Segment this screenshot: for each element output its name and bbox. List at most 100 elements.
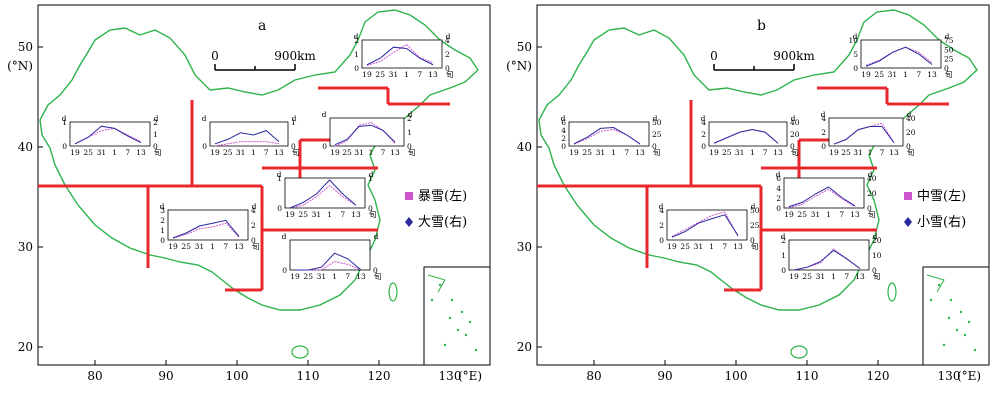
inset-left-unit: d [354, 32, 359, 41]
inset-left-unit: d [821, 110, 826, 119]
sea-island [929, 298, 933, 302]
x-axis-unit: (°E) [458, 369, 482, 383]
inset-x-unit: 旬 [446, 69, 454, 79]
inset-right-unit: d [446, 32, 451, 41]
inset-x-tick: 1 [327, 210, 332, 219]
series-right-line [833, 126, 895, 145]
legend-marker-diamond [405, 217, 413, 227]
inset-left-tick: 0 [853, 64, 858, 73]
series-left-line [214, 141, 280, 147]
series-left-line [573, 128, 641, 145]
x-tick-label: 110 [796, 369, 819, 383]
inset-right-tick: 1 [407, 128, 412, 137]
inset-x-unit: 旬 [868, 209, 876, 219]
south-china-sea-inset [922, 266, 990, 366]
country-border [538, 9, 978, 311]
sea-inset-frame [423, 266, 491, 366]
inset-left-tick: 6 [561, 118, 566, 127]
inset-x-tick: 13 [635, 148, 645, 157]
inset-x-tick: 7 [880, 148, 885, 157]
inset-right-unit: d [369, 170, 374, 179]
y-tick-label: 40 [18, 140, 33, 154]
series-right-line [214, 130, 280, 145]
series-right-line [172, 219, 240, 239]
inset-x-tick: 31 [389, 70, 399, 79]
inset-right-tick: 20 [790, 130, 800, 139]
legend-label: 小雪(右) [917, 215, 966, 230]
inset-right-tick: 0 [291, 142, 296, 151]
inset-right-unit: d [292, 114, 297, 123]
inset-right-tick: 1 [291, 118, 296, 127]
inset-x-tick: 31 [195, 242, 205, 251]
series-right-line [793, 249, 861, 271]
inset-right-unit: d [252, 202, 257, 211]
y-axis-unit: (°N) [506, 59, 532, 73]
inset-right-unit: d [868, 170, 873, 179]
inset-right-tick: 25 [652, 130, 662, 139]
inset-right-tick: 40 [906, 114, 916, 123]
inset-right-tick: 40 [867, 174, 877, 183]
sea-island [430, 298, 434, 302]
inset-right-tick: 40 [790, 118, 800, 127]
scale-bar: 0 900km [211, 49, 316, 71]
taiwan-island [887, 282, 897, 302]
inset-x-tick: 19 [667, 242, 677, 251]
inset-x-unit: 旬 [945, 69, 953, 79]
inset-left-tick: 10 [848, 36, 858, 45]
inset-x-tick: 13 [390, 148, 400, 157]
inset-x-tick: 31 [888, 70, 898, 79]
inset-right-tick: 0 [251, 236, 256, 245]
inset-x-unit: 旬 [791, 147, 799, 157]
inset-left-tick: 4 [561, 126, 566, 135]
inset-right-tick: 0 [867, 204, 872, 213]
legend-label: 暴雪(左) [418, 189, 467, 204]
inset-right-unit: d [408, 110, 413, 119]
inset-x-tick: 1 [750, 148, 755, 157]
inset-x-tick: 31 [354, 148, 364, 157]
inset-right-tick: 0 [750, 236, 755, 245]
inset-right-tick: 10 [872, 251, 882, 260]
inset-left-tick: 0 [821, 142, 826, 151]
inset-x-tick: 19 [789, 272, 799, 281]
inset-left-unit: d [202, 114, 207, 123]
panel-letter: a [258, 18, 266, 34]
series-right-line [74, 125, 142, 145]
x-tick-label: 120 [368, 369, 391, 383]
inset-right-tick: 25 [750, 221, 760, 230]
inset-x-tick: 19 [285, 210, 295, 219]
y-tick-label: 20 [18, 340, 33, 354]
inset-left-tick: 0 [561, 142, 566, 151]
inset-right-tick: 4 [445, 36, 450, 45]
inset-frame [708, 121, 788, 147]
series-right-line [788, 186, 856, 208]
inset-x-tick: 7 [125, 148, 130, 157]
inset-left-tick: 0 [62, 142, 67, 151]
hainan-island [291, 345, 309, 359]
legend-marker-square [405, 192, 413, 200]
scale-bar: 0 900km [710, 49, 815, 71]
inset-left-unit: d [160, 202, 165, 211]
legend: 暴雪(左) 大雪(右) [405, 189, 467, 230]
inset-x-tick: 1 [611, 148, 616, 157]
legend-label: 大雪(右) [418, 215, 467, 230]
sea-coast [926, 274, 945, 293]
series-right-line [865, 46, 933, 67]
hainan-island [790, 345, 808, 359]
inset-right-tick: 2 [445, 50, 450, 59]
inset-left-unit: d [776, 170, 781, 179]
china-border [39, 9, 479, 359]
x-tick-label: 130 [938, 369, 961, 383]
inset-x-tick: 7 [417, 70, 422, 79]
inset-x-tick: 31 [317, 272, 327, 281]
inset-x-tick: 7 [381, 148, 386, 157]
inset-left-tick: 0 [659, 236, 664, 245]
inset-x-tick: 25 [181, 242, 191, 251]
x-axis-unit: (°E) [957, 369, 981, 383]
